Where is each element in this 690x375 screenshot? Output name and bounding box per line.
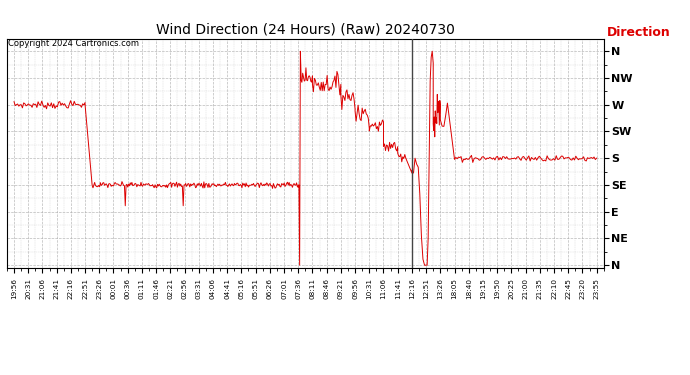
Text: Copyright 2024 Cartronics.com: Copyright 2024 Cartronics.com xyxy=(8,39,139,48)
Title: Wind Direction (24 Hours) (Raw) 20240730: Wind Direction (24 Hours) (Raw) 20240730 xyxy=(156,23,455,37)
Text: Direction: Direction xyxy=(607,26,671,39)
